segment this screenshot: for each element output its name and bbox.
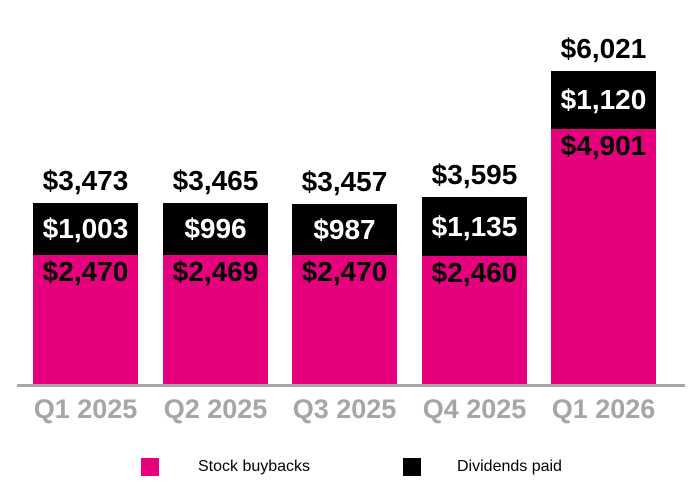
x-tick-label-q4-2025: Q4 2025 [422, 394, 527, 424]
plot-area: $1,003 $2,470 $3,473 $996 $2,469 $3,465 $987 $2… [33, 33, 656, 384]
segment-value-label: $4,901 [560, 130, 647, 161]
total-value-label: $6,021 [560, 33, 647, 64]
segment-value-label: $2,470 [301, 256, 388, 287]
segment-value-label: $2,470 [42, 256, 129, 287]
total-value-label: $3,465 [172, 165, 259, 196]
x-tick-label-q2-2025: Q2 2025 [163, 394, 268, 424]
bar-q2-2025: $996 $2,469 [163, 203, 268, 384]
segment-value-label: $1,120 [560, 84, 647, 115]
total-value-label: $3,457 [301, 166, 388, 197]
bar-segment-dividends-paid: $1,003 [33, 203, 138, 255]
bar-segment-dividends-paid: $996 [163, 203, 268, 255]
bar-q1-2026: $1,120 $4,901 [551, 71, 656, 384]
bar-segment-stock-buybacks: $2,470 [33, 255, 138, 384]
total-value-label: $3,595 [431, 159, 518, 190]
segment-value-label: $2,460 [431, 257, 518, 288]
bar-segment-stock-buybacks: $2,470 [292, 255, 397, 384]
buybacks-legend-swatch [141, 458, 159, 476]
x-tick-label-q3-2025: Q3 2025 [292, 394, 397, 424]
buybacks-legend-label: Stock buybacks [198, 458, 311, 475]
total-value-label: $3,473 [42, 165, 129, 196]
bar-segment-dividends-paid: $987 [292, 204, 397, 255]
bar-segment-stock-buybacks: $2,460 [422, 256, 527, 384]
segment-value-label: $987 [313, 213, 376, 245]
segment-value-label: $1,003 [42, 213, 129, 244]
bar-segment-stock-buybacks: $4,901 [551, 129, 656, 384]
dividends-legend-label: Dividends paid [457, 458, 562, 475]
bar-q1-2025: $1,003 $2,470 [33, 203, 138, 384]
bar-q4-2025: $1,135 $2,460 [422, 197, 527, 384]
segment-value-label: $2,469 [172, 256, 259, 287]
x-tick-label-q1-2026: Q1 2026 [551, 394, 656, 424]
bar-segment-dividends-paid: $1,120 [551, 71, 656, 129]
bar-segment-dividends-paid: $1,135 [422, 197, 527, 256]
dividends-legend-swatch [403, 458, 421, 476]
bar-segment-stock-buybacks: $2,469 [163, 255, 268, 384]
x-tick-label-q1-2025: Q1 2025 [33, 394, 138, 424]
segment-value-label: $996 [184, 213, 247, 244]
bar-q3-2025: $987 $2,470 [292, 204, 397, 384]
segment-value-label: $1,135 [431, 210, 518, 242]
x-axis-line [17, 384, 685, 387]
